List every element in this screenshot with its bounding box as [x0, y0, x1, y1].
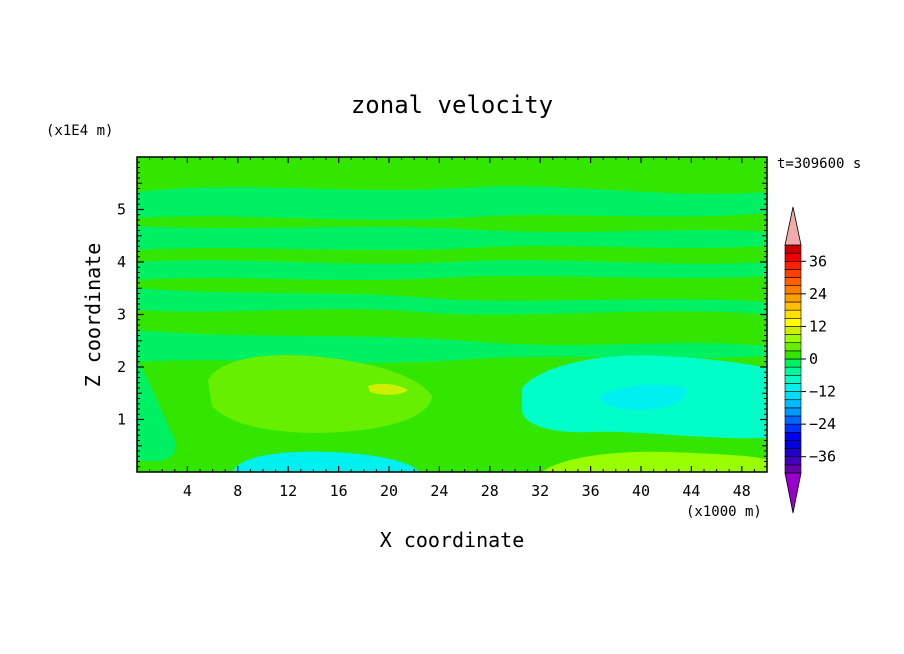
- colorbar-swatch: [784, 244, 802, 254]
- colorbar-swatch: [784, 358, 802, 368]
- colorbar-tick-label: 12: [809, 317, 827, 335]
- region-positive-bottom: [542, 451, 767, 472]
- colorbar: 36 24 12 0 −12 −24 −36: [784, 206, 836, 514]
- colorbar-under-arrow: [784, 472, 802, 514]
- colorbar-swatch: [784, 293, 802, 303]
- colorbar-swatch: [784, 374, 802, 384]
- region-positive-core: [208, 354, 432, 433]
- colorbar-swatch: [784, 366, 802, 376]
- y-tick-label: 1: [117, 411, 126, 429]
- band-upper-2: [137, 226, 767, 250]
- colorbar-swatch: [784, 252, 802, 262]
- band-upper-1: [137, 186, 767, 220]
- colorbar-swatch: [784, 334, 802, 344]
- x-tick-label: 36: [582, 482, 600, 500]
- colorbar-swatch: [784, 350, 802, 360]
- colorbar-swatch: [784, 464, 802, 474]
- colorbar-tick-label: 0: [809, 350, 818, 368]
- colorbar-swatch: [784, 269, 802, 278]
- x-tick-label: 8: [233, 482, 242, 500]
- colorbar-swatch: [784, 326, 802, 335]
- x-tick-label: 20: [380, 482, 398, 500]
- colorbar-tick-label: −12: [809, 383, 836, 401]
- colorbar-swatch: [784, 440, 802, 449]
- colorbar-swatch: [784, 407, 802, 417]
- band-mid-2: [137, 330, 767, 363]
- y-unit-label: (x1E4 m): [46, 123, 113, 139]
- band-upper-3: [137, 260, 767, 280]
- colorbar-swatch: [784, 309, 802, 319]
- colorbar-swatch: [784, 431, 802, 441]
- colorbar-swatch: [784, 456, 802, 466]
- region-neutral-left: [137, 360, 176, 462]
- region-positive-peak: [368, 383, 408, 395]
- y-tick-label: 2: [117, 358, 126, 376]
- y-tick-label: 5: [117, 201, 126, 219]
- x-tick-label: 4: [183, 482, 192, 500]
- colorbar-tick-label: 36: [809, 252, 827, 270]
- band-mid-1: [137, 288, 767, 315]
- y-tick-label: 3: [117, 306, 126, 324]
- colorbar-swatch: [784, 277, 802, 287]
- x-tick-label: 48: [733, 482, 751, 500]
- y-axis-label: Z coordinate: [81, 243, 105, 388]
- colorbar-swatch: [784, 415, 802, 425]
- colorbar-tick-label: −24: [809, 415, 836, 433]
- colorbar-over-arrow: [784, 206, 802, 246]
- colorbar-swatch: [784, 285, 802, 295]
- colorbar-swatch: [784, 317, 802, 327]
- colorbar-swatch: [784, 383, 802, 392]
- y-axis-ticks: 1 2 3 4 5: [117, 161, 767, 468]
- x-tick-label: 32: [531, 482, 549, 500]
- x-tick-label: 24: [430, 482, 448, 500]
- region-negative-bottom: [232, 451, 420, 472]
- colorbar-swatch: [784, 399, 802, 409]
- colorbar-tick-label: 24: [809, 285, 827, 303]
- colorbar-swatch: [784, 260, 802, 270]
- x-tick-label: 40: [632, 482, 650, 500]
- chart-title: zonal velocity: [351, 91, 553, 119]
- x-tick-label: 28: [481, 482, 499, 500]
- colorbar-swatch: [784, 301, 802, 311]
- x-tick-label: 16: [330, 482, 348, 500]
- x-unit-label: (x1000 m): [686, 504, 762, 520]
- contour-field: [137, 157, 767, 472]
- x-tick-label: 12: [279, 482, 297, 500]
- colorbar-tick-label: −36: [809, 448, 836, 466]
- x-axis-label: X coordinate: [380, 528, 525, 552]
- time-label: t=309600 s: [777, 156, 861, 172]
- y-tick-label: 4: [117, 253, 126, 271]
- x-axis-ticks: 4 8 12 16 20 24 28 32 36 40 44 48: [149, 157, 755, 500]
- colorbar-swatch: [784, 342, 802, 352]
- colorbar-swatch: [784, 423, 802, 433]
- colorbar-swatch: [784, 391, 802, 401]
- x-tick-label: 44: [682, 482, 700, 500]
- colorbar-swatch: [784, 448, 802, 458]
- region-negative-core: [600, 384, 687, 410]
